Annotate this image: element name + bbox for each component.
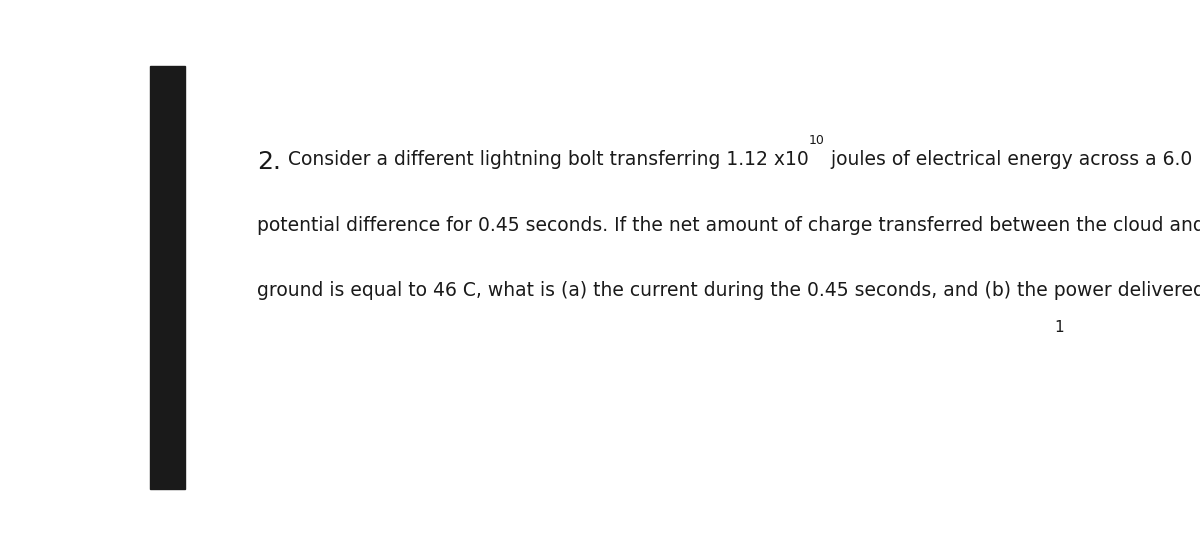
Text: Consider a different lightning bolt transferring 1.12 x10: Consider a different lightning bolt tran… [288, 150, 809, 170]
Text: 10: 10 [809, 133, 826, 147]
Text: 1: 1 [1055, 321, 1064, 335]
Text: potential difference for 0.45 seconds. If the net amount of charge transferred b: potential difference for 0.45 seconds. I… [257, 216, 1200, 235]
Text: 2.: 2. [257, 150, 281, 175]
Text: ground is equal to 46 C, what is (a) the current during the 0.45 seconds, and (b: ground is equal to 46 C, what is (a) the… [257, 282, 1200, 300]
Bar [150, 66, 185, 489]
Text: joules of electrical energy across a 6.0 × 10: joules of electrical energy across a 6.0… [826, 150, 1200, 170]
